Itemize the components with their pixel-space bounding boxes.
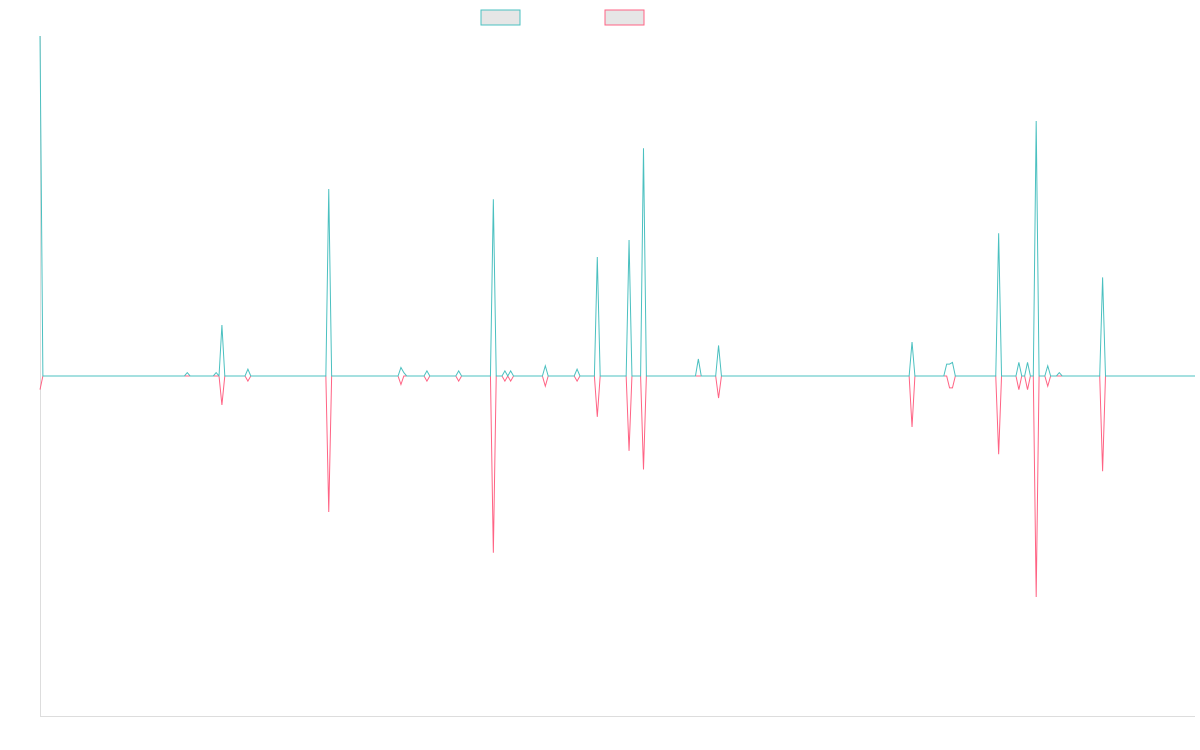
- legend: [480, 9, 645, 26]
- series-layer: [39, 35, 1195, 598]
- legend-swatch-series-1[interactable]: [480, 9, 521, 26]
- series-1-line: [39, 35, 1195, 378]
- legend-swatch-series-2[interactable]: [604, 9, 645, 26]
- series-2-line: [39, 374, 1195, 598]
